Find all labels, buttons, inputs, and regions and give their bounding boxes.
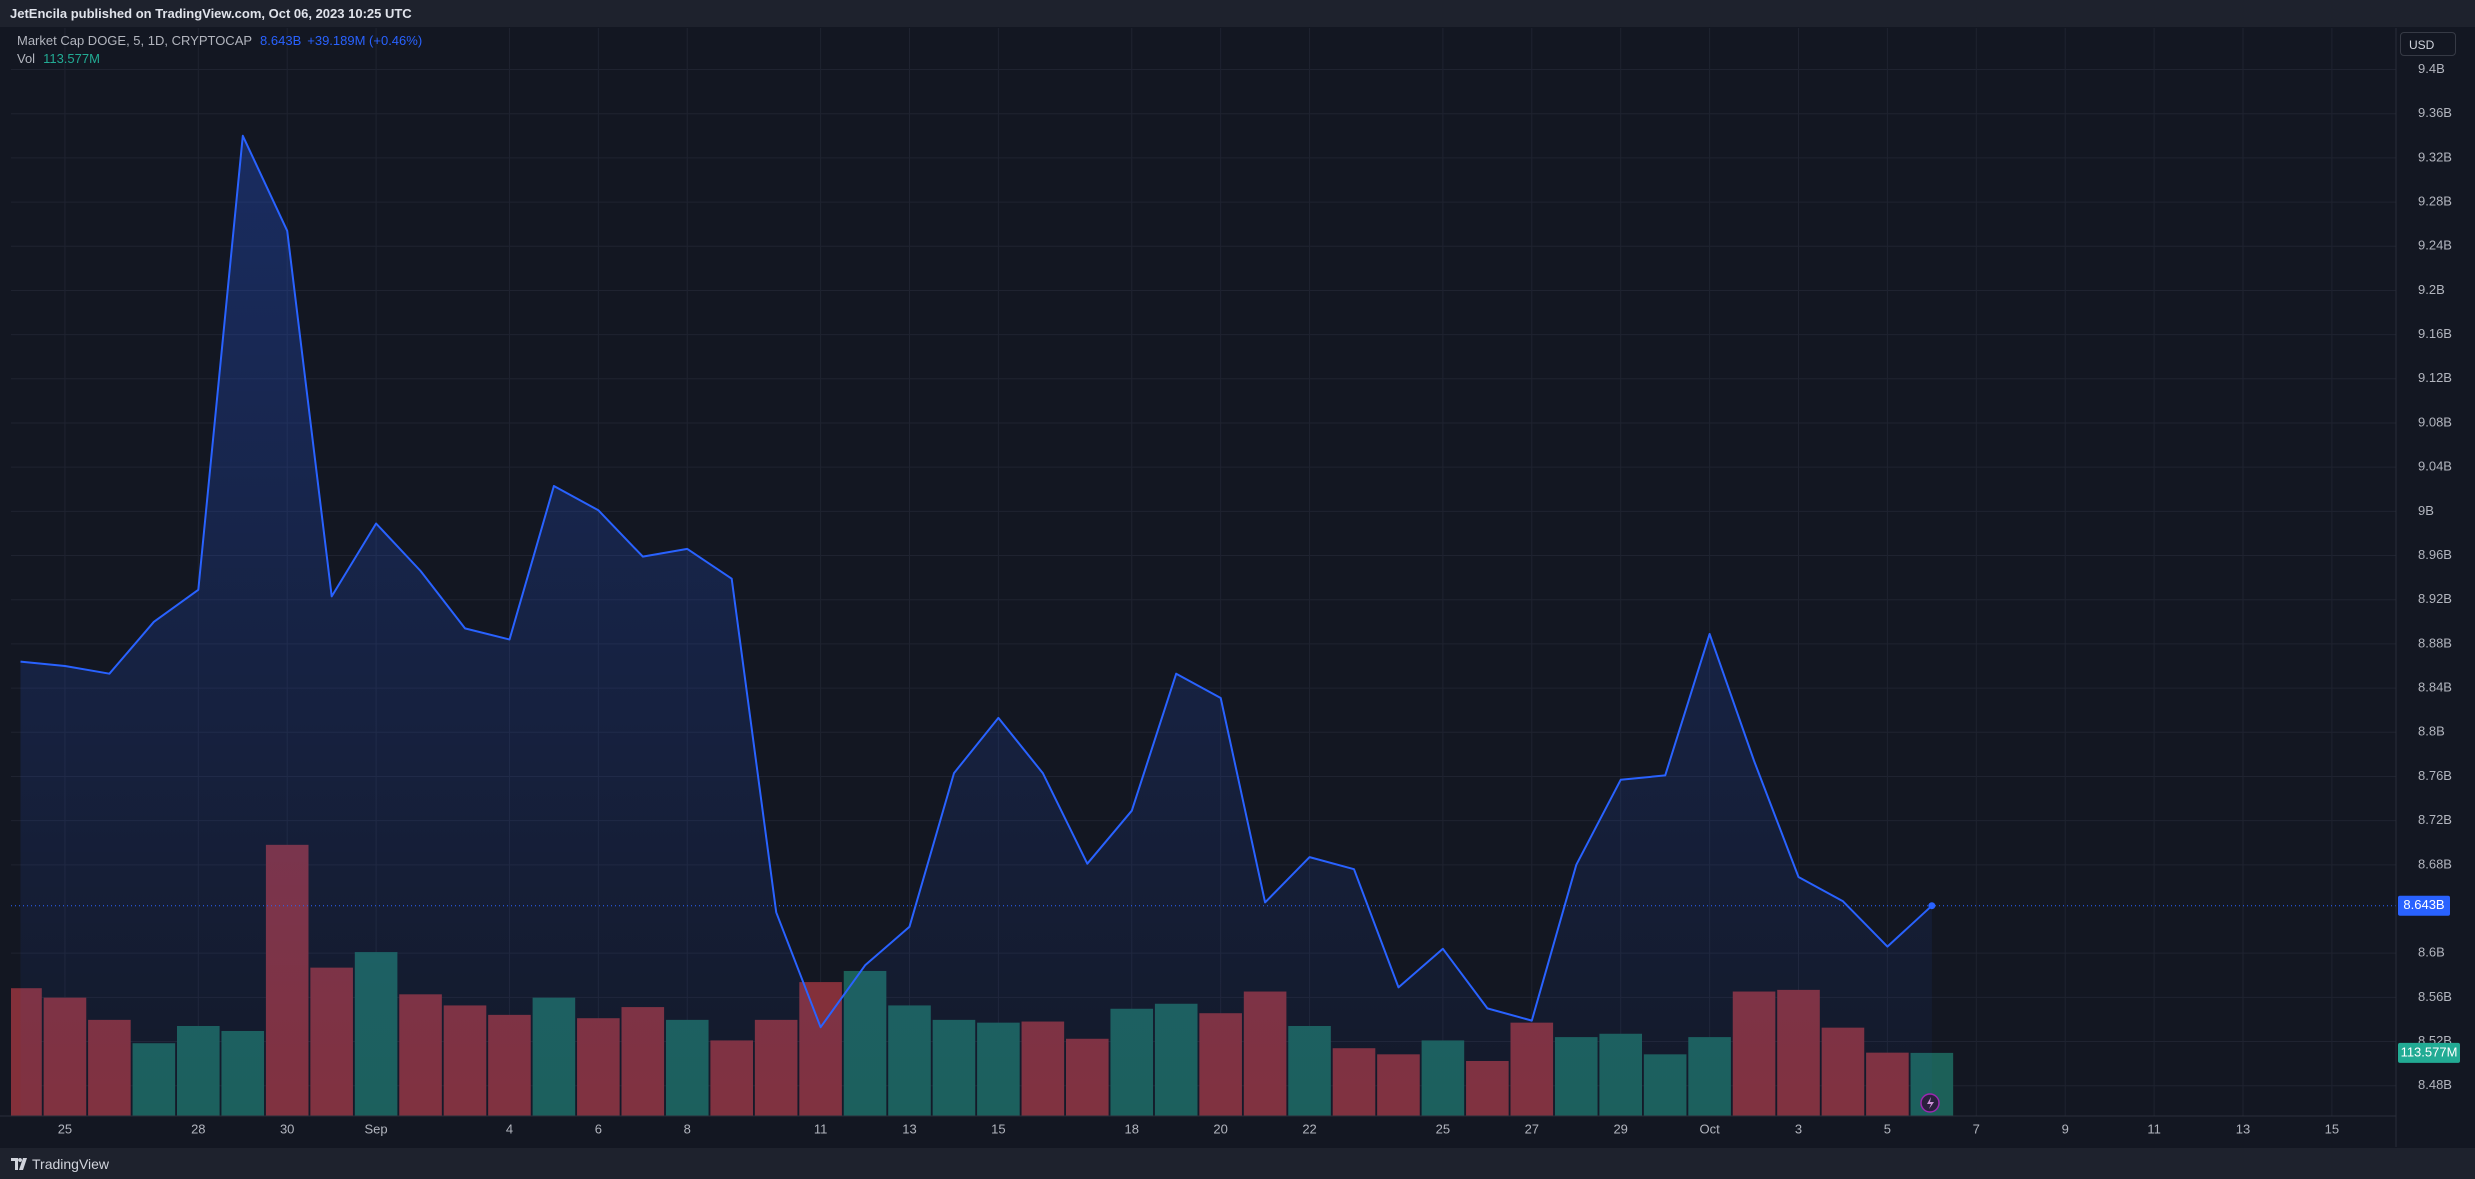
x-tick-label: 27 <box>1525 1121 1539 1136</box>
axes: 9.4B 9.36B 9.32B 9.28B 9.24B 9.2B 9.16B 9.12B 9.… <box>58 61 2460 1136</box>
y-tick-label: 8.48B <box>2418 1077 2452 1092</box>
last-volume: 113.577M <box>43 51 100 66</box>
x-tick-label: 11 <box>2147 1121 2161 1136</box>
last-point <box>1928 902 1936 910</box>
event-icon-bolt <box>1927 1097 1934 1109</box>
x-tick-label: 29 <box>1613 1121 1627 1136</box>
x-tick-label: 8 <box>684 1121 691 1136</box>
x-tick-label: 25 <box>1436 1121 1450 1136</box>
series-name: Market Cap DOGE, 5, 1D, CRYPTOCAP <box>17 33 253 48</box>
y-tick-label: 9.4B <box>2418 61 2445 76</box>
x-tick-label: 15 <box>2325 1121 2339 1136</box>
currency-button[interactable]: USD <box>2400 32 2456 56</box>
top-bar: JetEncila published on TradingView.com, … <box>0 0 2475 27</box>
y-tick-label: 8.76B <box>2418 768 2452 783</box>
y-tick-label: 8.72B <box>2418 812 2452 827</box>
x-tick-label: 22 <box>1302 1121 1316 1136</box>
y-tick-label: 9.28B <box>2418 194 2452 209</box>
y-tick-label: 8.84B <box>2418 680 2452 695</box>
x-tick-label: 7 <box>1973 1121 1980 1136</box>
x-tick-label: 6 <box>595 1121 602 1136</box>
x-tick-label: 28 <box>191 1121 205 1136</box>
price-line <box>20 134 1933 1029</box>
x-tick-label: 18 <box>1125 1121 1139 1136</box>
x-tick-label: Oct <box>1699 1121 1720 1136</box>
y-tick-label: 9.08B <box>2418 414 2452 429</box>
x-tick-label: 5 <box>1884 1121 1891 1136</box>
y-tick-label: 9.04B <box>2418 459 2452 474</box>
x-tick-label: 11 <box>814 1121 828 1136</box>
x-tick-label: 30 <box>280 1121 294 1136</box>
y-tick-label: 8.8B <box>2418 724 2445 739</box>
footer: TradingView <box>0 1148 2475 1179</box>
y-tick-label: 9.16B <box>2418 326 2452 341</box>
y-tick-label: 9.24B <box>2418 238 2452 253</box>
y-tick-label: 8.6B <box>2418 945 2445 960</box>
x-tick-label: 13 <box>2236 1121 2250 1136</box>
publisher: JetEncila published on TradingView.com, … <box>10 6 412 21</box>
change: +39.189M (+0.46%) <box>307 33 423 48</box>
x-tick-label: 4 <box>506 1121 513 1136</box>
x-tick-label: 9 <box>2062 1121 2069 1136</box>
last-value: 8.643B <box>260 33 302 48</box>
x-tick-label: 20 <box>1213 1121 1227 1136</box>
brand: TradingView <box>32 1156 110 1172</box>
volume-legend: Vol 113.577M <box>17 51 100 66</box>
y-tick-label: 8.88B <box>2418 635 2452 650</box>
volume-badge-label: 113.577M <box>2401 1044 2458 1059</box>
price-badge <box>2398 895 2450 916</box>
y-tick-label: 9.12B <box>2418 370 2452 385</box>
x-tick-label: 3 <box>1795 1121 1802 1136</box>
series-name: Vol <box>17 51 36 66</box>
x-tick-label: Sep <box>365 1121 388 1136</box>
logo <box>11 1158 27 1170</box>
area-fill <box>20 135 1932 1116</box>
y-tick-label: 9.32B <box>2418 149 2452 164</box>
price-badge-label: 8.643B <box>2403 897 2444 912</box>
y-tick-label: 9.36B <box>2418 105 2452 120</box>
y-tick-label: 9.2B <box>2418 282 2445 297</box>
y-tick-label: 8.56B <box>2418 989 2452 1004</box>
volume-badge <box>2398 1042 2460 1063</box>
y-tick-label: 9B <box>2418 503 2434 518</box>
y-tick-label: 8.92B <box>2418 591 2452 606</box>
x-tick-label: 15 <box>991 1121 1005 1136</box>
price-legend: Market Cap DOGE, 5, 1D, CRYPTOCAP 8.643B… <box>17 33 422 48</box>
x-tick-label: 13 <box>902 1121 916 1136</box>
y-tick-label: 8.96B <box>2418 547 2452 562</box>
plot-area <box>11 134 2396 1116</box>
x-tick-label: 25 <box>58 1121 72 1136</box>
y-tick-label: 8.68B <box>2418 856 2452 871</box>
